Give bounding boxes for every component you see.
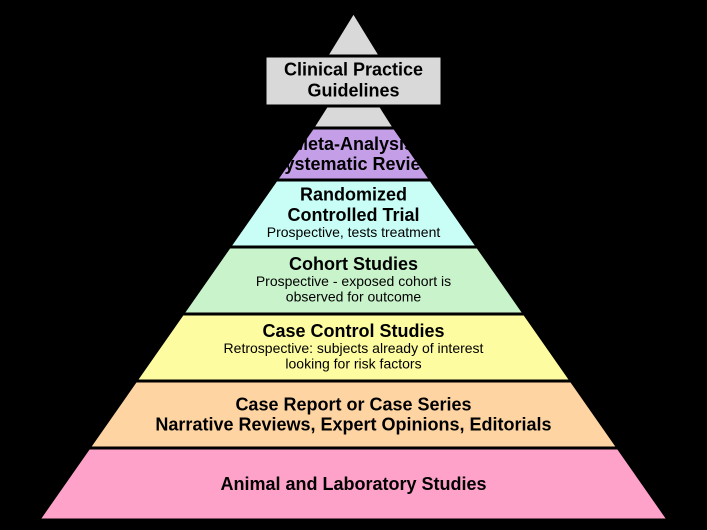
- apex-title-line: Guidelines: [307, 80, 399, 100]
- level-title: Systematic Review: [272, 154, 435, 174]
- evidence-pyramid: Clinical PracticeGuidelines Meta-Analysis…: [0, 0, 707, 530]
- level-subtitle: looking for risk factors: [285, 356, 421, 372]
- level-title: Animal and Laboratory Studies: [220, 474, 486, 494]
- level-title: Meta-Analysis: [293, 134, 414, 154]
- level-subtitle: observed for outcome: [286, 289, 422, 305]
- level-title: Controlled Trial: [287, 205, 419, 225]
- level-title: Case Control Studies: [262, 321, 444, 341]
- level-title: Narrative Reviews, Expert Opinions, Edit…: [155, 415, 551, 435]
- pyramid-neck: [313, 106, 395, 128]
- level-title: Randomized: [300, 185, 407, 205]
- level-title: Case Report or Case Series: [235, 395, 471, 415]
- level-subtitle: Retrospective: subjects already of inter…: [224, 340, 484, 356]
- level-subtitle: Prospective - exposed cohort is: [256, 273, 451, 289]
- level-title: Cohort Studies: [289, 254, 418, 274]
- apex-title-line: Clinical Practice: [284, 60, 423, 80]
- level-subtitle: Prospective, tests treatment: [267, 224, 441, 240]
